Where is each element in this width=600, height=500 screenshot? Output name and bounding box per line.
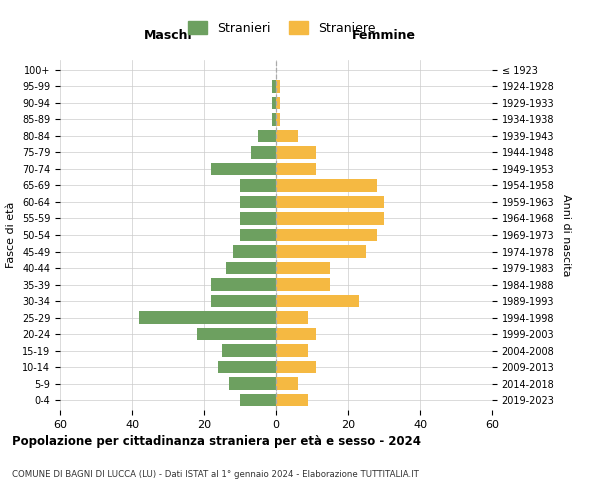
- Bar: [233, 246, 276, 258]
- Bar: [272, 96, 276, 109]
- Bar: [258, 130, 276, 142]
- Bar: [276, 113, 280, 126]
- Bar: [226, 262, 276, 274]
- Bar: [276, 180, 377, 192]
- Bar: [276, 212, 384, 224]
- Bar: [240, 212, 276, 224]
- Bar: [276, 344, 308, 357]
- Bar: [276, 328, 316, 340]
- Bar: [276, 246, 366, 258]
- Bar: [229, 378, 276, 390]
- Bar: [240, 180, 276, 192]
- Bar: [272, 80, 276, 92]
- Y-axis label: Fasce di età: Fasce di età: [7, 202, 16, 268]
- Bar: [240, 196, 276, 208]
- Bar: [139, 312, 276, 324]
- Y-axis label: Anni di nascita: Anni di nascita: [561, 194, 571, 276]
- Bar: [211, 163, 276, 175]
- Bar: [276, 229, 377, 241]
- Bar: [240, 229, 276, 241]
- Legend: Stranieri, Straniere: Stranieri, Straniere: [184, 16, 380, 40]
- Bar: [276, 361, 316, 374]
- Text: Femmine: Femmine: [352, 29, 416, 42]
- Bar: [222, 344, 276, 357]
- Bar: [276, 378, 298, 390]
- Text: Popolazione per cittadinanza straniera per età e sesso - 2024: Popolazione per cittadinanza straniera p…: [12, 435, 421, 448]
- Bar: [276, 146, 316, 158]
- Text: Maschi: Maschi: [143, 29, 193, 42]
- Bar: [276, 262, 330, 274]
- Bar: [240, 394, 276, 406]
- Bar: [276, 295, 359, 307]
- Bar: [276, 278, 330, 290]
- Bar: [272, 113, 276, 126]
- Bar: [276, 80, 280, 92]
- Bar: [276, 394, 308, 406]
- Bar: [211, 278, 276, 290]
- Bar: [197, 328, 276, 340]
- Bar: [276, 196, 384, 208]
- Bar: [218, 361, 276, 374]
- Bar: [276, 130, 298, 142]
- Bar: [276, 96, 280, 109]
- Bar: [276, 163, 316, 175]
- Bar: [251, 146, 276, 158]
- Text: COMUNE DI BAGNI DI LUCCA (LU) - Dati ISTAT al 1° gennaio 2024 - Elaborazione TUT: COMUNE DI BAGNI DI LUCCA (LU) - Dati IST…: [12, 470, 419, 479]
- Bar: [276, 312, 308, 324]
- Bar: [211, 295, 276, 307]
